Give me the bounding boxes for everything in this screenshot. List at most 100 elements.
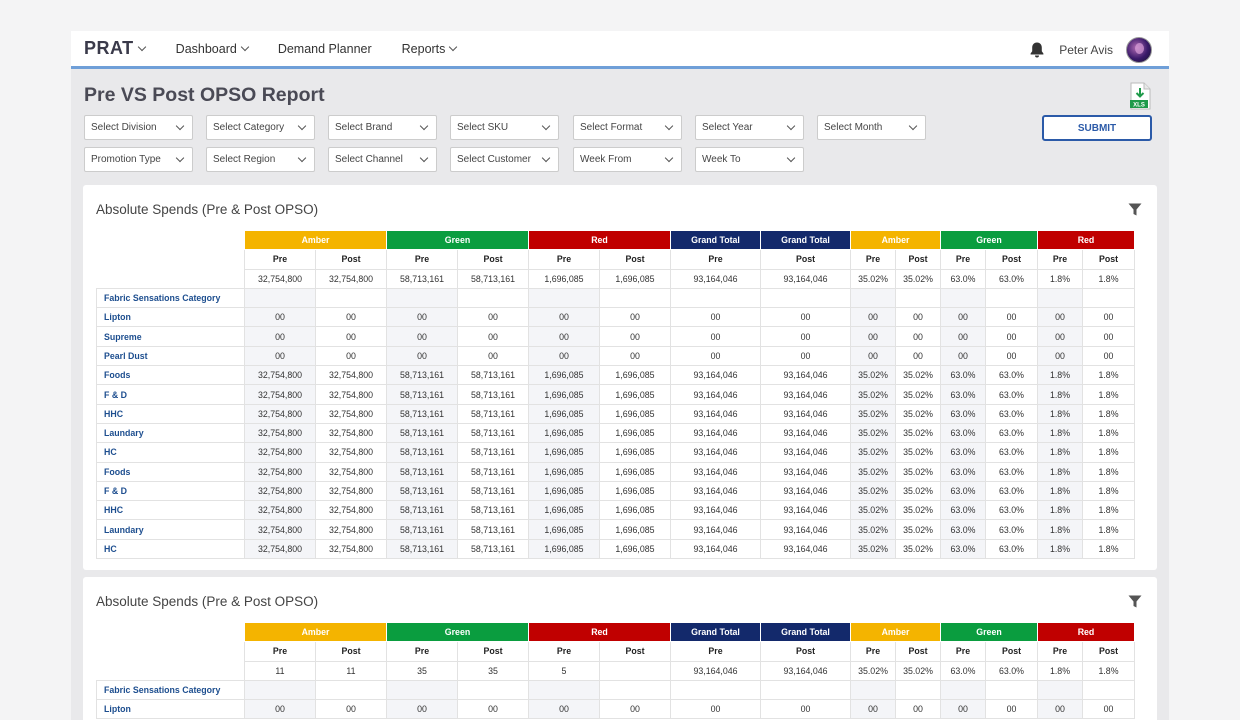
column-header[interactable]: Pre xyxy=(244,641,316,662)
promotion-type-dropdown[interactable]: Promotion Type xyxy=(84,147,193,172)
avatar[interactable] xyxy=(1126,37,1152,63)
column-header[interactable]: Pre xyxy=(850,249,896,270)
row-label[interactable]: Supreme xyxy=(96,326,245,347)
select-category-dropdown[interactable]: Select Category xyxy=(206,115,315,140)
filter-icon[interactable] xyxy=(1128,595,1142,608)
table-cell: 1,696,085 xyxy=(528,538,600,560)
column-header[interactable]: Post xyxy=(1082,249,1135,270)
select-format-dropdown[interactable]: Select Format xyxy=(573,115,682,140)
table-row[interactable]: F & D 32,754,800 32,754,800 58,713,161 58,71… xyxy=(96,384,1135,405)
table-row[interactable]: Pearl Dust 00 00 00 00 00 00 00 00 00 00 00 00 00 00 xyxy=(96,345,1135,367)
row-label[interactable]: Foods xyxy=(96,365,245,386)
row-label[interactable]: F & D xyxy=(96,480,245,502)
column-header[interactable]: Post xyxy=(1082,641,1135,662)
column-header[interactable]: Pre xyxy=(940,249,986,270)
column-header[interactable]: Pre xyxy=(528,249,600,270)
select-customer-dropdown[interactable]: Select Customer xyxy=(450,147,559,172)
table-row[interactable]: Foods 32,754,800 32,754,800 58,713,161 58,71… xyxy=(96,461,1135,482)
bell-icon[interactable] xyxy=(1027,40,1047,60)
table-row[interactable]: Foods 32,754,800 32,754,800 58,713,161 58,71… xyxy=(96,365,1135,386)
column-header[interactable]: Pre xyxy=(670,249,761,270)
total-cell: 1.8% xyxy=(1082,660,1135,681)
row-label[interactable]: HC xyxy=(96,442,245,463)
column-header[interactable]: Post xyxy=(599,641,671,662)
table-row[interactable]: Laundary 32,754,800 32,754,800 58,713,161 58… xyxy=(96,519,1135,540)
row-label[interactable]: Fabric Sensations Category xyxy=(96,287,245,309)
table-row[interactable]: Fabric Sensations Category xyxy=(96,287,1135,309)
column-header[interactable]: Post xyxy=(895,249,941,270)
table-row[interactable]: Lipton 00 00 00 00 00 00 00 00 00 00 00 00 00 00 xyxy=(96,307,1135,328)
filter-icon[interactable] xyxy=(1128,203,1142,216)
column-header[interactable]: Pre xyxy=(1037,249,1083,270)
select-brand-dropdown[interactable]: Select Brand xyxy=(328,115,437,140)
table-row[interactable]: Fabric Sensations Category xyxy=(96,679,1135,701)
column-header[interactable]: Pre xyxy=(244,249,316,270)
table-cell: 1,696,085 xyxy=(599,384,671,405)
row-label[interactable]: HHC xyxy=(96,500,245,521)
column-header[interactable]: Pre xyxy=(386,641,458,662)
table-row[interactable]: Supreme 00 00 00 00 00 00 00 00 00 00 00 00 00 00 xyxy=(96,326,1135,347)
table-row[interactable]: HHC 32,754,800 32,754,800 58,713,161 58,713,… xyxy=(96,500,1135,521)
nav-demand-planner[interactable]: Demand Planner xyxy=(278,42,372,56)
select-month-dropdown[interactable]: Select Month xyxy=(817,115,926,140)
column-header[interactable]: Post xyxy=(985,249,1038,270)
column-header[interactable]: Post xyxy=(895,641,941,662)
total-cell: 35.02% xyxy=(850,268,896,289)
row-label[interactable]: HC xyxy=(96,538,245,560)
column-header[interactable]: Pre xyxy=(940,641,986,662)
group-header: Grand Total xyxy=(670,229,761,251)
group-header: Amber xyxy=(850,229,941,251)
column-header[interactable]: Post xyxy=(760,641,851,662)
table-cell: 00 xyxy=(244,345,316,367)
table-cell: 32,754,800 xyxy=(244,442,316,463)
row-label[interactable]: Pearl Dust xyxy=(96,345,245,367)
table-cell: 63.0% xyxy=(940,500,986,521)
table-row[interactable]: Lipton 00 00 00 00 00 00 00 00 00 00 00 00 00 00 xyxy=(96,699,1135,720)
row-label[interactable]: Lipton xyxy=(96,699,245,720)
table-row[interactable]: F & D 32,754,800 32,754,800 58,713,161 58,71… xyxy=(96,480,1135,502)
column-header[interactable]: Pre xyxy=(670,641,761,662)
column-header[interactable]: Pre xyxy=(1037,641,1083,662)
user-name[interactable]: Peter Avis xyxy=(1059,43,1113,57)
column-header[interactable]: Pre xyxy=(850,641,896,662)
submit-button[interactable]: SUBMIT xyxy=(1042,115,1152,141)
table-cell: 1,696,085 xyxy=(599,538,671,560)
column-header[interactable]: Pre xyxy=(386,249,458,270)
nav-reports[interactable]: Reports xyxy=(402,42,458,56)
week-from-dropdown[interactable]: Week From xyxy=(573,147,682,172)
row-label[interactable]: F & D xyxy=(96,384,245,405)
select-year-dropdown[interactable]: Select Year xyxy=(695,115,804,140)
week-to-dropdown[interactable]: Week To xyxy=(695,147,804,172)
column-header[interactable]: Post xyxy=(599,249,671,270)
brand-menu[interactable]: PRAT xyxy=(84,38,146,59)
table-cell xyxy=(760,287,851,309)
column-header[interactable]: Post xyxy=(457,249,529,270)
row-label[interactable]: Fabric Sensations Category xyxy=(96,679,245,701)
table-row[interactable]: Laundary 32,754,800 32,754,800 58,713,161 58… xyxy=(96,422,1135,444)
xls-export-icon[interactable]: XLS xyxy=(1129,82,1151,110)
row-label[interactable]: Foods xyxy=(96,461,245,482)
row-label[interactable]: Laundary xyxy=(96,422,245,444)
table-cell: 00 xyxy=(528,345,600,367)
column-header[interactable]: Post xyxy=(985,641,1038,662)
row-label[interactable]: HHC xyxy=(96,403,245,424)
group-header: Red xyxy=(1037,229,1135,251)
row-label[interactable]: Lipton xyxy=(96,307,245,328)
table-cell xyxy=(386,679,458,701)
table-cell: 1.8% xyxy=(1037,365,1083,386)
row-label[interactable]: Laundary xyxy=(96,519,245,540)
column-header[interactable]: Post xyxy=(457,641,529,662)
select-channel-dropdown[interactable]: Select Channel xyxy=(328,147,437,172)
select-division-dropdown[interactable]: Select Division xyxy=(84,115,193,140)
table-cell: 1.8% xyxy=(1037,461,1083,482)
column-header[interactable]: Post xyxy=(315,249,387,270)
table-row[interactable]: HC 32,754,800 32,754,800 58,713,161 58,713,1… xyxy=(96,442,1135,463)
select-region-dropdown[interactable]: Select Region xyxy=(206,147,315,172)
column-header[interactable]: Post xyxy=(315,641,387,662)
column-header[interactable]: Pre xyxy=(528,641,600,662)
column-header[interactable]: Post xyxy=(760,249,851,270)
select-sku-dropdown[interactable]: Select SKU xyxy=(450,115,559,140)
table-row[interactable]: HHC 32,754,800 32,754,800 58,713,161 58,713,… xyxy=(96,403,1135,424)
nav-dashboard[interactable]: Dashboard xyxy=(176,42,250,56)
table-row[interactable]: HC 32,754,800 32,754,800 58,713,161 58,713,1… xyxy=(96,538,1135,560)
